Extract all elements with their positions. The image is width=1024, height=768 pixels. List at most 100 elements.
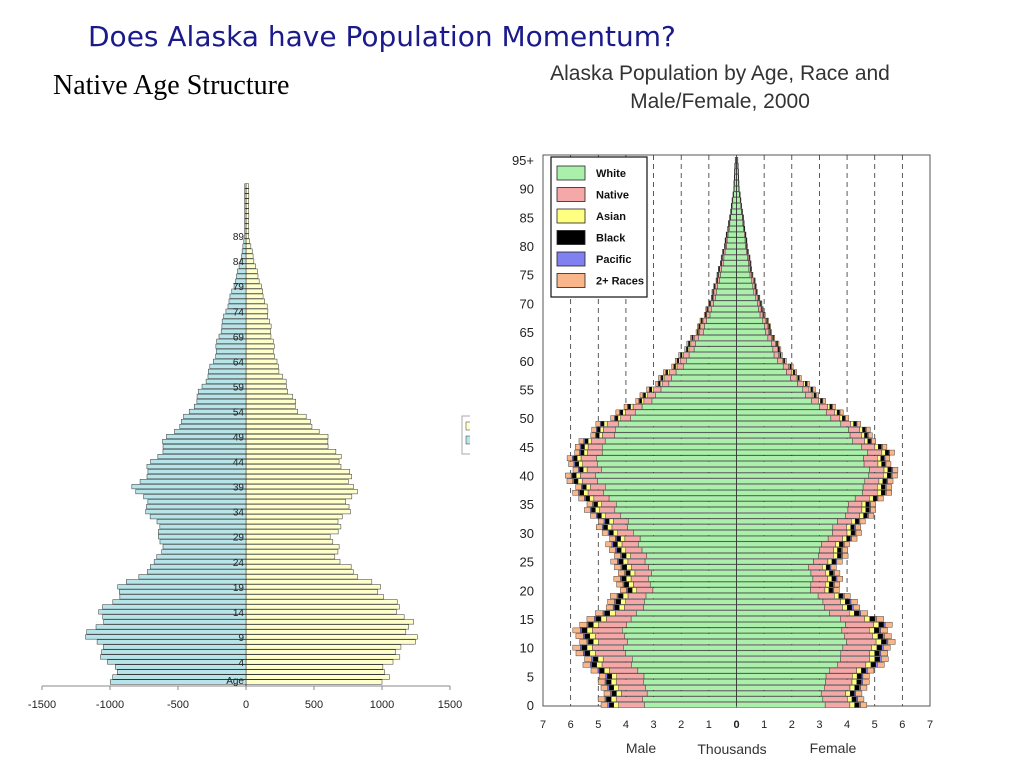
male-bar-2-races [710, 294, 713, 301]
legend-swatch [465, 435, 470, 445]
female-bar [146, 464, 247, 470]
male-bar-2-races [655, 381, 659, 387]
female-bar [109, 679, 247, 685]
female-bar-native [808, 564, 823, 571]
x-tick-label: 3 [816, 719, 822, 731]
male-bar-2-races [671, 363, 674, 370]
female-bar [244, 203, 247, 209]
male-bar-2-races [600, 685, 608, 691]
y-tick-label: 30 [520, 526, 534, 541]
female-bar-2-races [887, 639, 896, 645]
female-bar [242, 243, 247, 249]
male-bar-black [581, 644, 588, 651]
female-bar-white [736, 323, 765, 330]
female-bar-white [736, 673, 827, 680]
female-bar-white [736, 518, 838, 525]
female-bar [119, 594, 247, 600]
female-bar [196, 393, 247, 399]
female-bar [162, 544, 247, 550]
female-bar-asian [869, 627, 875, 634]
male-bar-black [584, 650, 591, 657]
male-bar-black [658, 381, 661, 387]
y-tick-label: 0 [527, 698, 534, 713]
female-bar [244, 188, 247, 194]
male-bar-2-races [623, 403, 628, 410]
male-bar-native [625, 547, 643, 553]
male-bar-white [719, 277, 737, 284]
female-bar-asian [873, 621, 879, 628]
female-bar [100, 654, 247, 660]
female-bar-black [854, 685, 860, 691]
male-bar-asian [589, 633, 596, 639]
male-bar-white [625, 650, 737, 657]
female-bar [102, 604, 247, 610]
female-bar [157, 454, 247, 460]
female-bar-asian [878, 478, 884, 484]
male-bar-white [660, 386, 737, 393]
female-bar-2-races [832, 403, 836, 410]
male-bar-white [633, 530, 737, 536]
female-bar-black [847, 604, 852, 611]
female-bar-native [848, 501, 863, 507]
female-bar-white [736, 403, 820, 410]
male-bar-2-races [596, 524, 603, 530]
male-bar-white [615, 426, 737, 433]
female-bar [227, 303, 247, 309]
female-bar [229, 293, 247, 299]
female-bar [150, 564, 247, 570]
female-bar-native [749, 272, 752, 278]
male-bar-black [581, 627, 588, 634]
male-bar-native [676, 363, 684, 370]
female-bar-native [842, 644, 872, 651]
male-bar-white [643, 604, 737, 611]
male-bar-black [673, 363, 676, 370]
female-bar-white [736, 501, 849, 507]
male-bar-pacific [586, 639, 589, 645]
y-tick-label: 70 [520, 296, 534, 311]
female-bar-asian [824, 587, 830, 593]
female-bar [196, 398, 247, 404]
left-chart-subtitle: Native Age Structure [53, 70, 290, 101]
female-bar-2-races [799, 375, 802, 381]
male-bar-black [618, 558, 624, 565]
x-tick-label: -1500 [28, 699, 56, 711]
male-bar-white [631, 662, 737, 668]
female-bar [102, 614, 247, 620]
y-tick-label: 65 [520, 325, 534, 340]
y-tick-label: 49 [233, 433, 245, 444]
y-tick-label: 39 [233, 483, 245, 494]
female-bar [235, 278, 247, 284]
male-bar-asian [603, 421, 608, 427]
female-bar-2-races [880, 650, 888, 657]
male-bar-black [615, 599, 621, 605]
male-bar-2-races [566, 478, 573, 484]
male-bar-2-races [674, 358, 678, 364]
female-bar-2-races [770, 329, 772, 335]
female-bar-2-races [867, 667, 875, 674]
female-bar-white [736, 656, 841, 662]
female-bar [158, 529, 247, 535]
male-bar-white [646, 690, 737, 697]
male-bar-native [602, 656, 633, 662]
female-bar-2-races [756, 289, 758, 295]
male-bar-white [626, 621, 737, 628]
female-bar-2-races [752, 272, 754, 278]
female-bar-white [736, 208, 742, 215]
male-bar-2-races [598, 673, 607, 680]
female-bar-2-races [834, 581, 840, 588]
y-tick-label: 69 [233, 332, 245, 343]
male-bar-white [602, 444, 737, 450]
female-bar [161, 549, 247, 555]
x-side-label-male: Male [626, 740, 657, 756]
right-chart-title: Alaska Population by Age, Race and Male/… [550, 62, 890, 113]
female-bar-2-races [886, 484, 892, 490]
male-bar-native [586, 467, 602, 473]
female-bar [244, 233, 247, 239]
male-bar-native [611, 524, 628, 530]
x-tick-label: 2 [789, 719, 795, 731]
male-bar-white [688, 352, 737, 358]
female-bar-2-races [876, 616, 884, 622]
female-bar-black [876, 644, 882, 651]
female-bar-white [736, 467, 870, 473]
male-bar-native [633, 581, 651, 588]
